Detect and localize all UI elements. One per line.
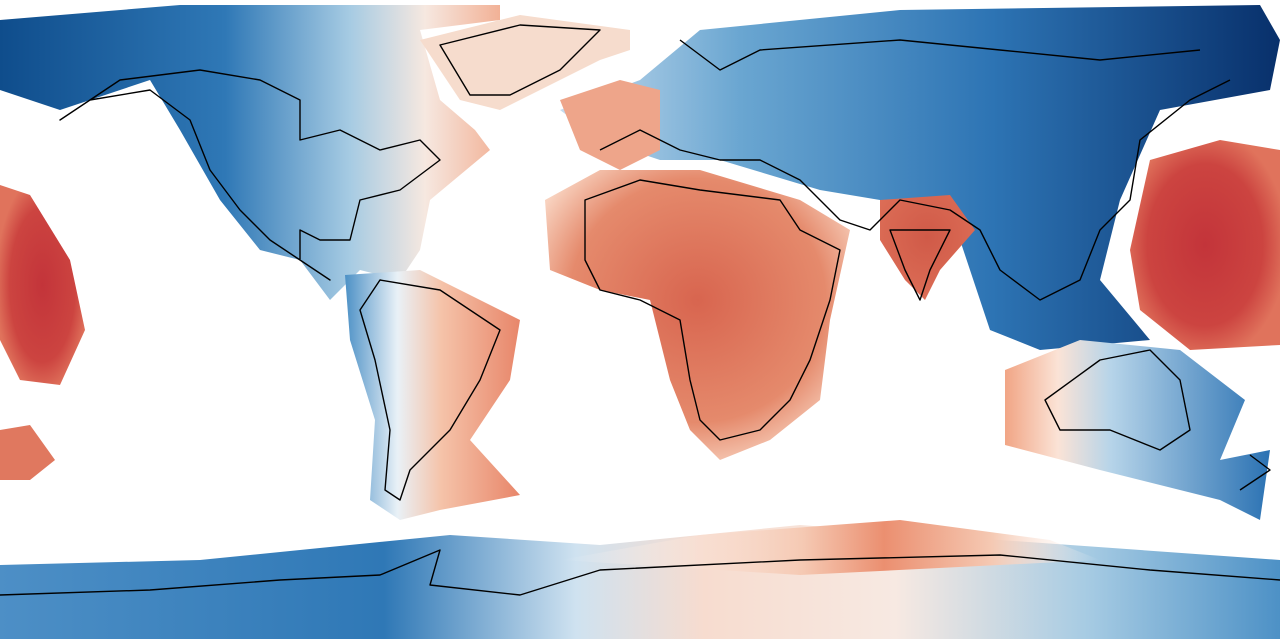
india-field [880,195,975,300]
africa-field [545,170,850,460]
africa-coast [584,179,841,441]
eurasia-field [560,5,1280,350]
pacific-east-field [1130,140,1280,350]
australia-field [1005,340,1270,520]
pacific-west-field [0,185,85,385]
greenland-coast [439,24,601,96]
south-pacific-field [0,425,55,480]
india-coast [889,229,951,301]
western-europe-field [560,80,660,170]
greenland-field [420,15,630,110]
australia-coast [1044,349,1271,491]
antarctica-coast [0,549,1280,596]
south-america-coast [359,279,501,501]
south-america-field [345,270,520,520]
eurasia-coast [599,39,1231,301]
coastlines [0,24,1280,596]
antarctica-warm-field [560,520,1100,575]
north-america-coast [59,69,441,281]
